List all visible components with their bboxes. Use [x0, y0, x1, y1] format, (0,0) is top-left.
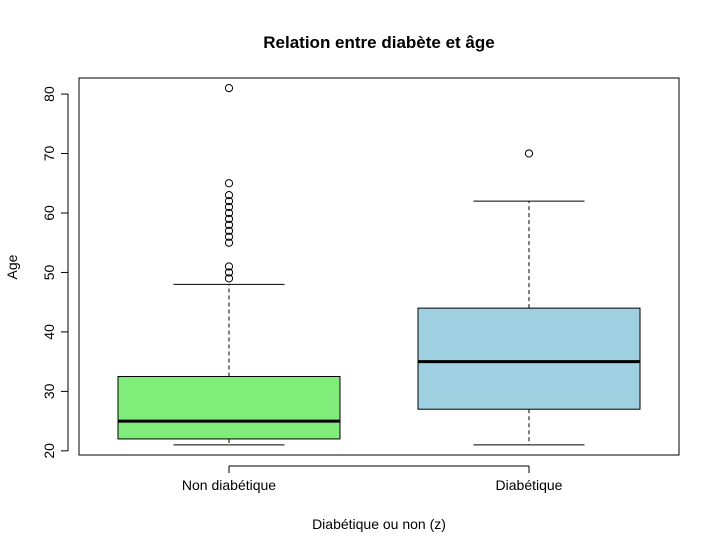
x-tick-label: Diabétique [496, 477, 563, 493]
y-tick-label: 30 [41, 383, 57, 399]
outlier-point [224, 220, 234, 229]
outlier-point [224, 262, 234, 271]
outlier-point [224, 208, 234, 218]
y-tick-label: 20 [41, 443, 57, 459]
y-tick-label: 60 [41, 205, 57, 221]
box-group [117, 84, 641, 446]
y-tick-label: 80 [41, 86, 57, 102]
outlier-point [224, 202, 234, 212]
outlier-point [224, 232, 234, 241]
plot-frame [78, 77, 680, 456]
x-axis: Non diabétique Diabétique [182, 465, 563, 493]
y-tick-label: 50 [41, 264, 57, 280]
outlier-point [224, 274, 234, 283]
chart-title: Relation entre diabète et âge [263, 33, 494, 52]
y-axis: 20 30 40 50 60 70 80 [41, 86, 69, 459]
outlier-point [224, 238, 234, 247]
box-iqr [417, 307, 641, 410]
outlier-point [224, 179, 234, 188]
x-axis-label: Diabétique ou non (z) [312, 516, 446, 532]
outlier-point [224, 191, 234, 200]
y-tick-label: 70 [41, 146, 57, 162]
outlier-point [224, 214, 234, 224]
box-iqr [117, 376, 341, 440]
y-axis-label: Age [4, 254, 20, 279]
y-tick-label: 40 [41, 324, 57, 340]
outlier-point [224, 268, 234, 277]
outlier-point [224, 226, 234, 235]
outlier-point [224, 196, 234, 206]
outlier-point [524, 149, 534, 158]
x-tick-label: Non diabétique [182, 477, 276, 493]
outlier-point [224, 84, 234, 93]
